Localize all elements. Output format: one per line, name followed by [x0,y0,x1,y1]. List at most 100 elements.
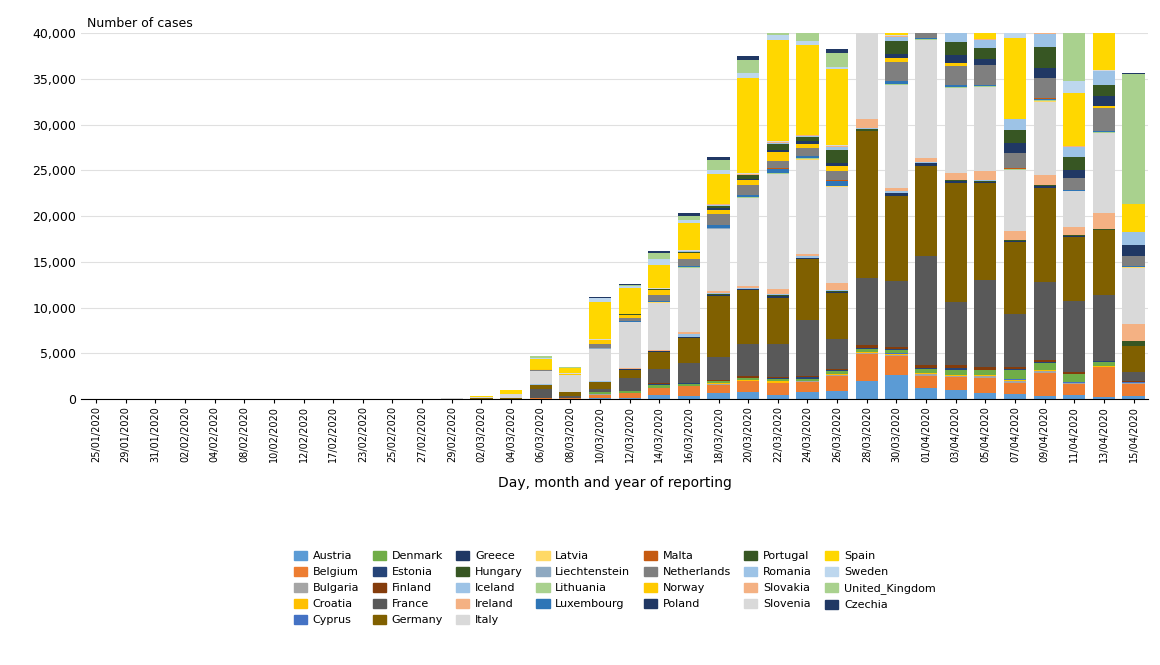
Bar [1093,0,1115,70]
Bar [618,392,640,393]
Bar [589,394,611,398]
Bar [797,160,819,254]
Bar [826,293,848,338]
Legend: Austria, Belgium, Bulgaria, Croatia, Cyprus, Denmark, Estonia, Finland, France, : Austria, Belgium, Bulgaria, Croatia, Cyp… [293,551,936,625]
Bar [767,298,789,344]
Bar [944,55,966,63]
Bar [944,180,966,181]
Bar [944,0,966,33]
Bar [1123,346,1145,372]
Bar [797,8,819,13]
Bar [1034,78,1056,98]
Bar [737,197,760,198]
Bar [677,382,699,383]
Bar [826,292,848,293]
Bar [944,368,966,370]
Bar [885,55,907,59]
Bar [974,40,996,48]
Bar [530,371,552,384]
Bar [944,376,966,377]
Bar [826,187,848,283]
Bar [1034,185,1056,186]
Bar [708,229,730,291]
Bar [1064,146,1086,147]
Bar [708,225,730,227]
Bar [708,209,730,214]
Bar [826,171,848,180]
Bar [737,78,760,174]
Bar [856,132,878,278]
Bar [677,216,699,219]
Bar [1064,374,1086,382]
Bar [974,85,996,86]
Bar [589,348,611,381]
Bar [708,214,730,225]
Bar [767,344,789,377]
Bar [1003,130,1027,142]
Bar [677,332,699,334]
Bar [915,388,937,399]
Bar [767,20,789,26]
Bar [767,143,789,144]
Bar [826,66,848,69]
Bar [797,134,819,136]
Bar [737,179,760,180]
Bar [974,0,996,39]
Bar [500,390,522,394]
Bar [767,174,789,289]
Bar [1003,314,1027,366]
Bar [677,386,699,396]
Bar [797,144,819,148]
Bar [1034,362,1056,363]
Bar [589,344,611,348]
Bar [826,166,848,171]
Bar [826,144,848,146]
Bar [915,19,937,21]
Bar [677,268,699,332]
Bar [1123,372,1145,380]
Bar [767,382,789,383]
Bar [974,393,996,399]
Bar [530,385,552,389]
Bar [1034,175,1056,185]
Bar [1093,108,1115,131]
Bar [1123,324,1145,341]
Bar [885,350,907,353]
Bar [1123,267,1145,324]
Bar [677,259,699,267]
Bar [885,41,907,55]
Bar [648,259,670,265]
Bar [915,166,937,256]
Bar [1003,241,1027,242]
Bar [944,63,966,66]
Bar [885,193,907,194]
Bar [648,251,670,253]
Bar [1003,381,1027,383]
Bar [797,259,819,321]
Bar [1123,341,1145,346]
Bar [1064,170,1086,178]
Bar [1034,47,1056,68]
Bar [944,183,966,302]
Bar [1003,142,1027,153]
Bar [618,378,640,391]
Bar [737,196,760,197]
Bar [737,61,760,73]
Bar [885,35,907,36]
Bar [1093,367,1115,397]
Bar [1123,256,1145,266]
Bar [1034,0,1056,33]
Bar [797,156,819,158]
Bar [1034,33,1056,47]
Bar [1034,282,1056,360]
Bar [974,48,996,59]
Bar [737,392,760,399]
Bar [767,379,789,381]
Bar [1034,68,1056,78]
Bar [530,398,552,399]
Bar [856,382,878,399]
Bar [797,45,819,134]
Bar [915,365,937,368]
Bar [826,391,848,399]
Bar [767,144,789,150]
